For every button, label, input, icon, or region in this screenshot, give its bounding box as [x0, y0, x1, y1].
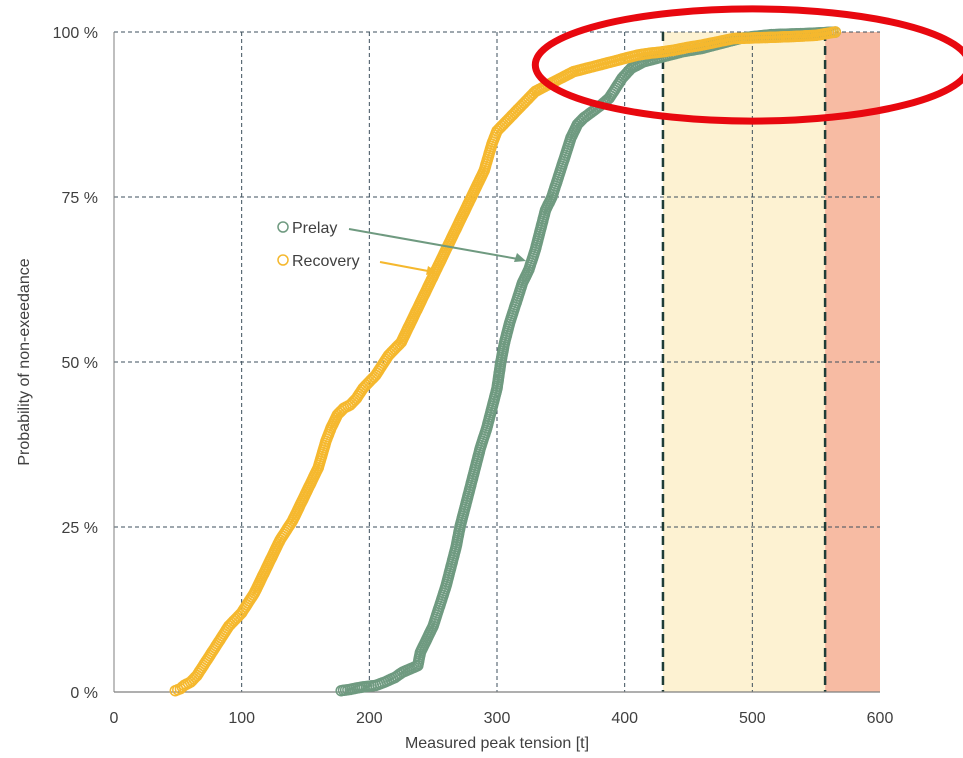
highlight-ellipse — [531, 5, 963, 125]
data-point — [829, 26, 842, 38]
tick-labels: 0 100 200 300 400 500 600 0 % 25 % 50 % 75 % 100 % — [53, 25, 894, 727]
legend-marker-recovery — [277, 254, 289, 266]
prelay-arrowhead — [514, 253, 526, 262]
legend-marker-prelay — [277, 221, 289, 233]
x-axis-title: Measured peak tension [t] — [405, 735, 589, 752]
recovery-pointer-arrow — [379, 261, 429, 272]
axes — [113, 32, 880, 693]
y-axis-title: Probability of non-exeedance — [16, 258, 33, 465]
x-tick-label: 400 — [611, 710, 638, 727]
series-recovery — [169, 26, 842, 697]
x-tick-label: 500 — [739, 710, 766, 727]
y-tick-label: 25 % — [62, 520, 98, 537]
y-tick-label: 0 % — [70, 685, 98, 702]
x-tick-label: 0 — [110, 710, 119, 727]
recovery-arrowhead — [426, 266, 437, 275]
x-tick-label: 100 — [228, 710, 255, 727]
x-tick-label: 300 — [484, 710, 511, 727]
legend-label-prelay: Prelay — [292, 220, 337, 237]
y-tick-label: 50 % — [62, 355, 98, 372]
data-series — [169, 26, 842, 697]
threshold-lines — [661, 32, 827, 692]
y-tick-label: 75 % — [62, 190, 98, 207]
legend-label-recovery: Recovery — [292, 253, 360, 270]
prelay-pointer-arrow — [348, 228, 519, 260]
x-tick-label: 600 — [867, 710, 894, 727]
legend: Prelay Recovery — [277, 220, 526, 275]
y-tick-label: 100 % — [53, 25, 98, 42]
x-tick-label: 200 — [356, 710, 383, 727]
